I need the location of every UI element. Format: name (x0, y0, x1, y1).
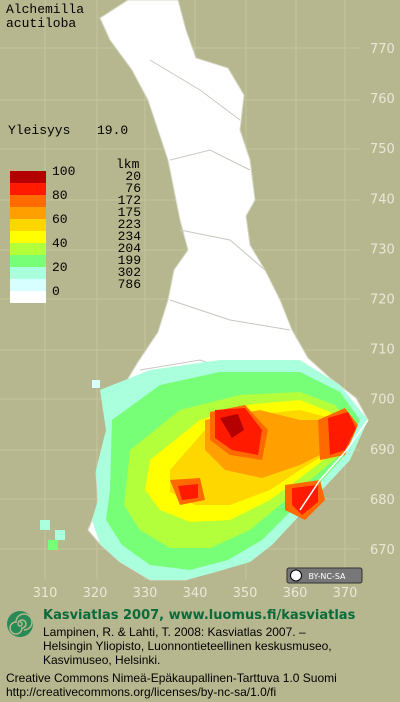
northing-label: 750 (370, 142, 395, 157)
easting-label: 360 (283, 586, 308, 601)
license-text: Creative Commons Nimeä-Epäkaupallinen-Ta… (6, 671, 337, 685)
legend-swatch (10, 231, 46, 243)
easting-label: 310 (33, 586, 58, 601)
legend-swatch (10, 255, 46, 267)
northing-label: 680 (370, 493, 395, 508)
easting-label: 350 (233, 586, 258, 601)
northing-label: 770 (370, 42, 395, 57)
legend-swatch (10, 207, 46, 219)
northing-label: 670 (370, 543, 395, 558)
legend-count: 199 (118, 253, 141, 268)
legend-count: 204 (118, 241, 142, 256)
legend-swatch (10, 279, 46, 291)
logo (7, 611, 33, 637)
northing-label: 730 (370, 242, 395, 257)
eastern-border (299, 419, 369, 511)
legend-count: 302 (118, 265, 141, 280)
easting-label: 340 (183, 586, 208, 601)
license-badge: BY-NC-SA (286, 567, 363, 584)
citation: Lampinen, R. & Lahti, T. 2008: Kasviatla… (43, 625, 306, 639)
occurrence-squares (40, 360, 368, 580)
legend-swatch (10, 243, 46, 255)
northing-label: 710 (370, 343, 395, 358)
legend-count: 786 (118, 277, 141, 292)
easting-label: 370 (333, 586, 358, 601)
northing-label: 760 (370, 92, 395, 107)
easting-label: 320 (83, 586, 108, 601)
legend-level: 100 (52, 164, 75, 179)
species-name: Alchemilla (6, 2, 84, 17)
legend-level: 40 (52, 236, 68, 251)
legend-swatch (10, 171, 46, 183)
frequency-value: 19.0 (97, 123, 128, 138)
legend-swatch (10, 195, 46, 207)
citation: Kasvimuseo, Helsinki. (43, 653, 160, 667)
legend-swatch (10, 267, 46, 279)
legend-count: 175 (118, 205, 141, 220)
legend-count: 20 (125, 169, 141, 184)
legend-count-title: lkm (116, 157, 140, 172)
citation: Helsingin Yliopisto, Luonnontieteellinen… (43, 639, 332, 653)
easting-label: 330 (133, 586, 158, 601)
frequency-label: Yleisyys (8, 123, 70, 138)
badge-text: BY-NC-SA (308, 572, 346, 581)
legend-count: 234 (118, 229, 142, 244)
northing-label: 720 (370, 293, 395, 308)
legend-swatch (10, 291, 46, 303)
legend-swatch (10, 183, 46, 195)
species-name: acutiloba (6, 16, 76, 31)
legend-level: 20 (52, 260, 68, 275)
legend-count: 76 (125, 181, 141, 196)
municipal-borders (139, 59, 291, 381)
northing-label: 740 (370, 192, 395, 207)
footer-title: Kasviatlas 2007, www.luomus.fi/kasviatla… (43, 608, 356, 623)
legend-count: 223 (118, 217, 141, 232)
legend-count: 172 (118, 193, 141, 208)
legend-level: 60 (52, 212, 68, 227)
license-url: http://creativecommons.org/licenses/by-n… (6, 685, 276, 699)
northing-label: 690 (370, 443, 395, 458)
legend-swatch (10, 219, 46, 231)
legend-level: 0 (52, 284, 60, 299)
legend-level: 80 (52, 188, 68, 203)
northing-label: 700 (370, 393, 395, 408)
